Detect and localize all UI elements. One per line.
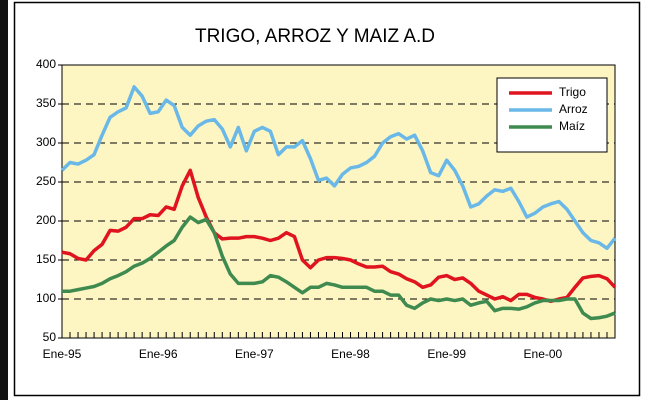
y-tick-label: 300 [36,135,56,149]
x-tick-label: Ene-00 [524,347,563,361]
x-tick-label: Ene-95 [43,347,82,361]
legend-box [496,77,608,153]
y-tick-label: 100 [36,291,56,305]
y-tick-label: 150 [36,252,56,266]
y-tick-label: 400 [36,57,56,71]
chart-title: TRIGO, ARROZ Y MAIZ A.D [195,26,435,47]
x-tick-label: Ene-98 [331,347,370,361]
y-tick-label: 350 [36,96,56,110]
left-edge [0,0,8,400]
series-line [61,168,617,304]
x-tick-label: Ene-97 [235,347,274,361]
legend-label: Maíz [559,119,585,133]
series-line [62,215,616,321]
legend-label: Trigo [559,85,586,99]
y-tick-label: 200 [36,213,56,227]
legend-label: Arroz [559,102,588,116]
y-tick-label: 250 [36,174,56,188]
x-tick-label: Ene-99 [427,347,466,361]
x-tick-label: Ene-96 [139,347,178,361]
series-line [60,85,617,251]
y-tick-label: 50 [43,330,57,344]
